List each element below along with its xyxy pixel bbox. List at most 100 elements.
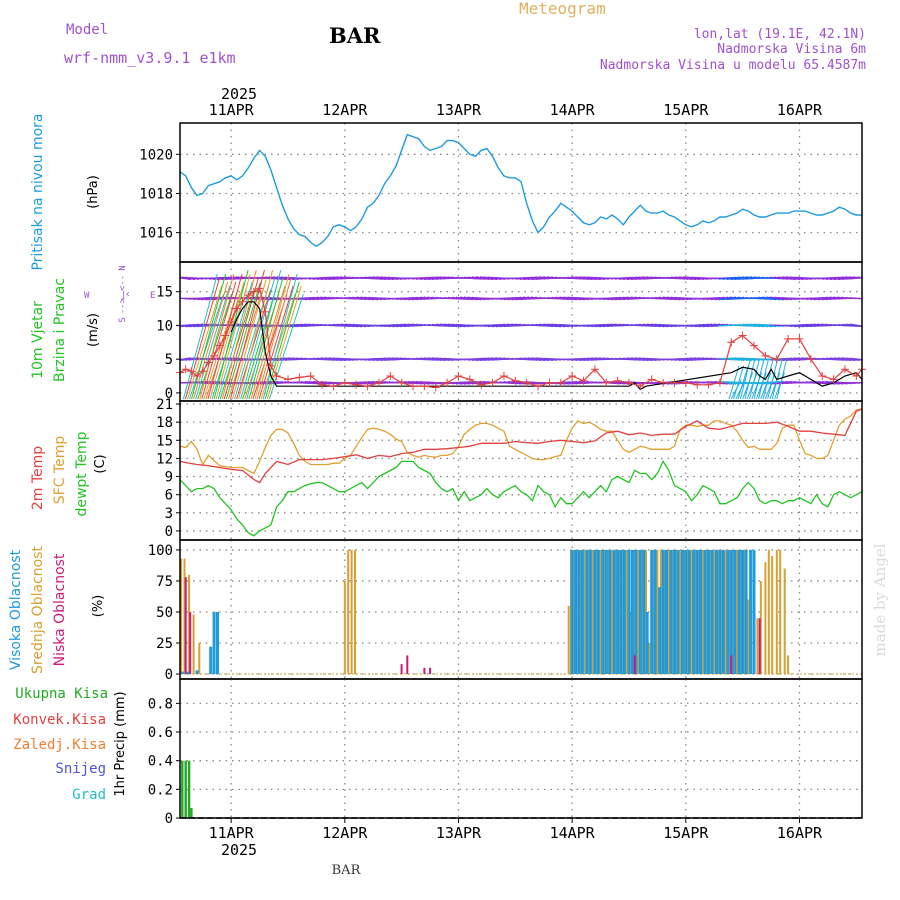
- wind-speed-marker: [420, 382, 429, 391]
- low-cloud-bar: [423, 667, 426, 674]
- mid-cloud-bar: [724, 549, 727, 674]
- high-cloud-bar: [585, 549, 589, 674]
- high-cloud-bar: [622, 549, 626, 674]
- mid-cloud-bar: [648, 643, 651, 674]
- wind-speed-marker: [210, 351, 219, 360]
- high-cloud-bar: [209, 646, 213, 674]
- wind-speed-marker: [443, 378, 452, 387]
- lonlat-label: lon,lat (19.1E, 42.1N): [694, 27, 866, 42]
- low-cloud-bar: [406, 655, 409, 674]
- cloud-ytick-label: 25: [156, 636, 173, 652]
- wind-speed-marker: [340, 378, 349, 387]
- mid-cloud-bar: [625, 549, 628, 674]
- wind-speed-marker: [795, 334, 804, 343]
- wind-speed-marker: [545, 378, 554, 387]
- high-cloud-bar: [627, 549, 631, 674]
- wind-unit: (m/s): [86, 313, 101, 347]
- storm-wind-arrow: [739, 359, 751, 400]
- bottom-time-axis: 11APR 12APR 13APR 14APR 15APR 16APR 2025: [209, 818, 823, 859]
- cloud-mid-label: Srednja Oblacnost: [30, 546, 46, 674]
- wind-speed-marker: [727, 338, 736, 347]
- storm-wind-arrow: [199, 273, 235, 400]
- mid-cloud-bar: [787, 655, 790, 674]
- cloud-unit: (%): [91, 595, 106, 618]
- storm-wind-arrow: [205, 293, 241, 400]
- wind-speed-marker: [431, 383, 440, 392]
- mid-cloud-bar: [679, 549, 682, 674]
- temp-ytick-label: 21: [156, 397, 173, 413]
- model-name: wrf-nmm_v3.9.1 e1km: [64, 49, 236, 67]
- wind-speed-marker: [579, 376, 588, 385]
- wind-speed-marker: [852, 372, 861, 381]
- storm-wind-arrow: [767, 359, 779, 400]
- mid-cloud-bar: [667, 549, 670, 674]
- storm-wind-arrow: [737, 365, 749, 400]
- wind-speed-marker: [602, 378, 611, 387]
- high-cloud-bar: [680, 549, 684, 674]
- wind-speed-marker: [187, 367, 196, 376]
- pressure-panel: 1016 1018 1020: [139, 122, 863, 263]
- station-title: BAR: [329, 23, 381, 48]
- high-cloud-bar: [673, 549, 676, 674]
- storm-wind-arrow: [187, 285, 222, 400]
- temp-ytick-label: 9: [165, 470, 173, 486]
- legend-snow: Snijeg: [55, 761, 106, 777]
- high-cloud-bar: [212, 612, 216, 675]
- high-cloud-bar: [570, 549, 574, 674]
- storm-wind-arrow: [209, 281, 245, 400]
- wind-speed-marker: [409, 382, 418, 391]
- wind-speed-marker: [386, 372, 395, 381]
- mid-cloud-bar: [713, 549, 716, 674]
- high-cloud-bar: [687, 549, 691, 674]
- wind-direction-arrow: [849, 277, 862, 280]
- total-precip-bar: [184, 760, 187, 818]
- legend-frozen-rain: Zaledj.Kisa: [13, 737, 106, 753]
- high-cloud-bar: [593, 549, 597, 674]
- high-cloud-bar: [718, 549, 722, 674]
- high-cloud-bar: [653, 549, 657, 674]
- high-cloud-bar: [574, 549, 578, 674]
- high-cloud-bar: [580, 549, 584, 674]
- wind-speed-line: [179, 287, 863, 389]
- mid-cloud-bar: [198, 643, 201, 674]
- low-cloud-bar: [429, 667, 432, 674]
- wind-speed-marker: [261, 307, 270, 316]
- high-cloud-bar: [752, 549, 756, 674]
- compass-north: N: [118, 265, 128, 270]
- high-cloud-bar: [619, 549, 623, 674]
- high-cloud-bar: [729, 549, 733, 674]
- model-altitude-label: Nadmorska Visina u modelu 65.4587m: [600, 58, 866, 73]
- high-cloud-bar: [665, 549, 668, 674]
- high-cloud-bar: [703, 549, 707, 674]
- wind-speed-marker: [374, 378, 383, 387]
- temp-sfc-label: SFC Temp: [52, 436, 68, 505]
- wind-speed-marker: [227, 318, 236, 327]
- high-cloud-bar: [186, 671, 190, 675]
- mid-cloud-bar: [764, 562, 767, 674]
- mid-cloud-bar: [747, 599, 750, 675]
- precip-ytick-label: 0.2: [148, 782, 173, 798]
- compass-bar: |: [121, 291, 126, 301]
- storm-wind-arrow: [240, 277, 276, 400]
- wind-direction-arrow: [849, 382, 862, 384]
- wind-speed-marker: [522, 378, 531, 387]
- temp-side-labels: 2m Temp SFC Temp dewpt Temp (C): [30, 431, 108, 516]
- wind-title-line1: 10m Vjetar: [30, 301, 46, 379]
- high-cloud-bar: [721, 549, 725, 674]
- pressure-title: Pritisak na nivou mora: [30, 113, 46, 270]
- bottom-year-label: 2025: [221, 841, 257, 859]
- high-cloud-bar: [737, 549, 741, 674]
- storm-wind-arrow: [184, 277, 220, 400]
- high-cloud-bar: [733, 549, 737, 674]
- precip-grid: [180, 679, 862, 819]
- storm-wind-arrow: [760, 372, 772, 400]
- storm-wind-arrow: [238, 269, 274, 400]
- bottom-date-ticks: 11APR 12APR 13APR 14APR 15APR 16APR: [209, 818, 823, 842]
- mid-cloud-bar: [183, 558, 186, 674]
- precip-unit: 1hr Precip (mm): [113, 691, 128, 796]
- pressure-ytick-label: 1016: [139, 226, 173, 242]
- wind-speed-marker: [283, 375, 292, 384]
- high-cloud-bar: [650, 549, 654, 674]
- storm-wind-arrow: [744, 359, 756, 400]
- top-time-axis: 2025 11APR 12APR 13APR 14APR 15APR 16APR: [209, 85, 823, 119]
